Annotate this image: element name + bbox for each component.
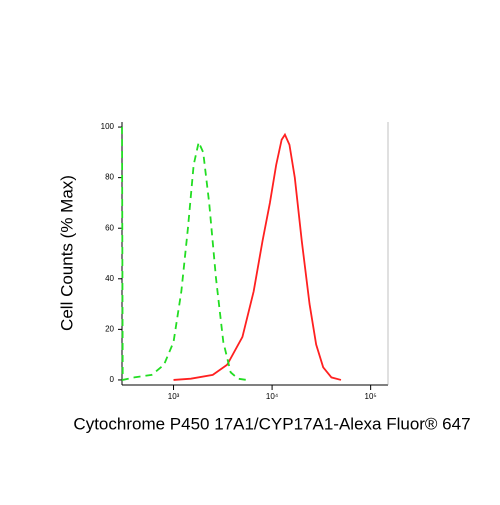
- y-tick-label: 40: [105, 274, 114, 283]
- histogram-line: [121, 127, 247, 382]
- y-tick-label: 80: [105, 173, 114, 182]
- y-tick-label: 100: [101, 122, 115, 131]
- y-tick-label: 60: [105, 223, 114, 232]
- x-tick-label: 10⁵: [365, 392, 377, 401]
- y-tick-label: 20: [105, 324, 114, 333]
- y-axis-label: Cell Counts (% Max): [57, 175, 76, 331]
- y-tick-label: 0: [110, 375, 115, 384]
- x-tick-label: 10³: [168, 392, 180, 401]
- x-tick-label: 10⁴: [266, 392, 279, 401]
- x-axis-label: Cytochrome P450 17A1/CYP17A1-Alexa Fluor…: [73, 414, 470, 433]
- histogram-line: [173, 132, 342, 381]
